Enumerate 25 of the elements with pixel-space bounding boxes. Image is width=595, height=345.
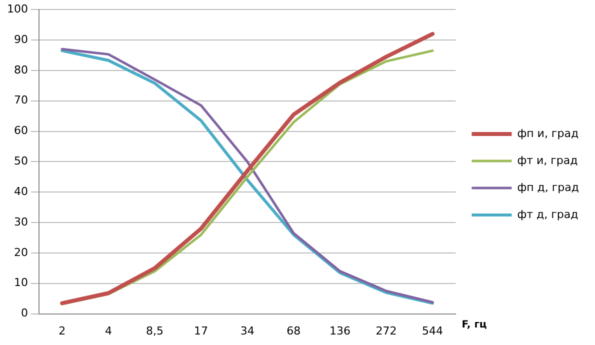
x-tick-label: 136 bbox=[329, 324, 350, 338]
x-tick-label: 272 bbox=[376, 324, 397, 338]
y-tick-label: 90 bbox=[14, 32, 28, 46]
legend-label: фп и, град bbox=[517, 126, 579, 140]
y-tick-label: 100 bbox=[6, 2, 28, 16]
y-tick-label: 60 bbox=[14, 124, 28, 138]
y-tick-label: 0 bbox=[20, 306, 28, 320]
legend-label: фт и, град bbox=[517, 154, 578, 167]
y-tick-label: 10 bbox=[14, 276, 28, 290]
legend-label: фт д, град bbox=[517, 208, 579, 221]
y-tick-label: 40 bbox=[14, 184, 28, 198]
x-tick-label: 17 bbox=[194, 324, 208, 338]
x-tick-label: 34 bbox=[240, 324, 254, 338]
legend-label: фп д, град bbox=[517, 180, 580, 194]
x-tick-label: 2 bbox=[58, 324, 66, 338]
y-tick-label: 80 bbox=[14, 63, 28, 76]
y-tick-label: 70 bbox=[14, 94, 28, 107]
y-tick-label: 20 bbox=[14, 246, 28, 259]
y-tick-label: 50 bbox=[14, 154, 28, 168]
x-tick-label: 68 bbox=[286, 324, 301, 338]
x-tick-label: 544 bbox=[422, 324, 444, 338]
x-tick-label: 4 bbox=[104, 324, 112, 338]
x-axis-title: F, гц bbox=[462, 319, 487, 330]
x-tick-label: 8,5 bbox=[146, 324, 164, 338]
y-tick-label: 30 bbox=[14, 215, 28, 228]
